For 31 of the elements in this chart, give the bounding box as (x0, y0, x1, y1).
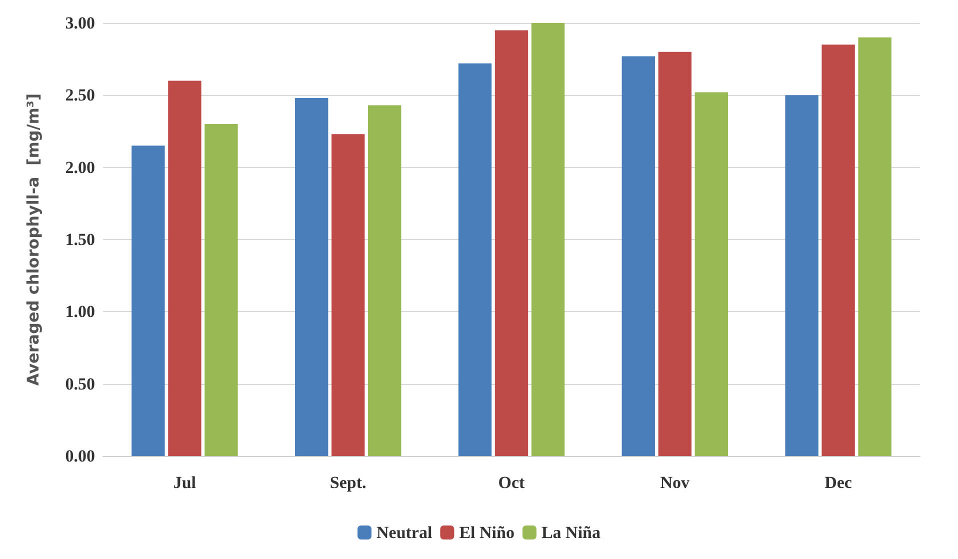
y-tick-label: 2.50 (65, 86, 95, 105)
bar (168, 80, 202, 456)
y-tick-label: 0.50 (65, 374, 95, 394)
y-axis-title: Averaged chlorophyll-a [mg/m³] (24, 93, 42, 386)
legend-label: La Niña (541, 523, 602, 542)
bar (822, 44, 855, 456)
bar (785, 95, 818, 456)
bar (132, 146, 165, 456)
bar (694, 92, 728, 456)
bar (332, 134, 365, 456)
y-tick-label: 1.00 (65, 302, 95, 322)
bar (494, 30, 528, 456)
bar (658, 52, 692, 456)
x-tick-label: Jul (173, 473, 196, 492)
bar (204, 124, 238, 456)
x-tick-label: Sept. (330, 473, 366, 492)
bar (294, 98, 328, 456)
legend-label: El Niño (459, 523, 514, 542)
bar (368, 105, 402, 456)
x-tick-label: Nov (660, 473, 690, 492)
x-tick-label: Oct (498, 473, 526, 492)
legend-label: Neutral (376, 523, 432, 542)
y-tick-label: 3.00 (65, 14, 95, 32)
bar (531, 23, 565, 456)
bar (622, 56, 655, 456)
y-tick-label: 1.50 (65, 230, 95, 249)
y-tick-label: 2.00 (65, 158, 95, 177)
bar (858, 37, 892, 456)
bar (458, 63, 492, 456)
y-tick-label: 0.00 (65, 446, 95, 466)
x-tick-label: Dec (824, 473, 852, 492)
